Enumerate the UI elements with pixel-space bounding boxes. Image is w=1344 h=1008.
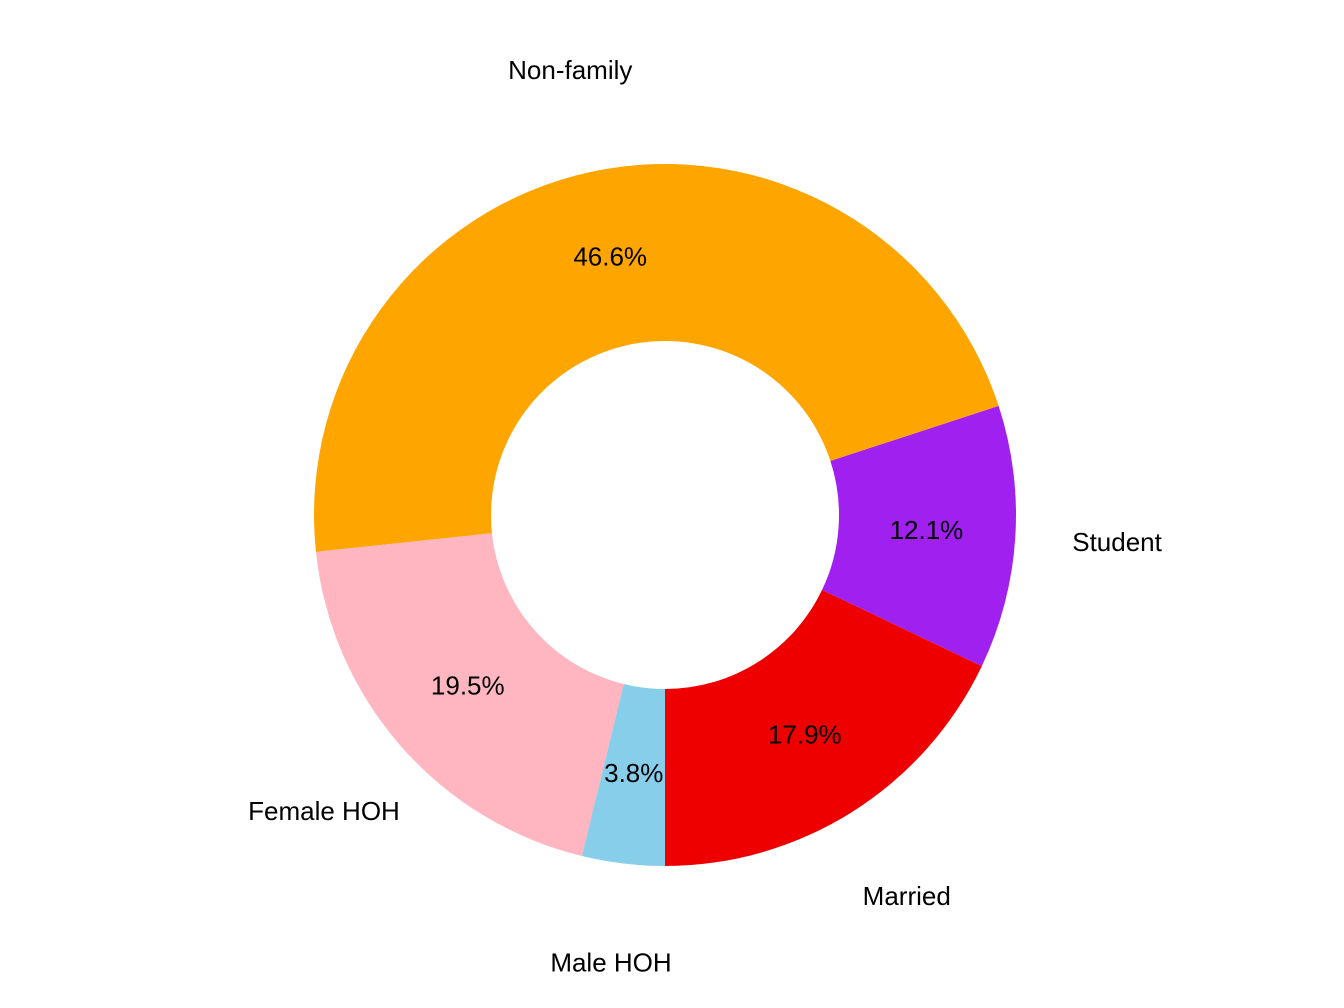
donut-slice	[581, 684, 665, 866]
value-label: 46.6%	[573, 242, 647, 272]
value-label: 12.1%	[890, 515, 964, 545]
donut-slice	[822, 405, 1017, 667]
donut-slice	[665, 589, 982, 866]
value-label: 19.5%	[431, 670, 505, 700]
donut-slice	[315, 533, 624, 857]
value-label: 17.9%	[768, 719, 842, 749]
category-label: Non-family	[508, 55, 632, 85]
donut-slice	[313, 164, 999, 552]
category-label: Female HOH	[248, 796, 400, 826]
category-label: Student	[1072, 527, 1162, 557]
category-label: Married	[863, 881, 951, 911]
value-label: 3.8%	[604, 758, 663, 788]
category-label: Male HOH	[550, 948, 671, 978]
